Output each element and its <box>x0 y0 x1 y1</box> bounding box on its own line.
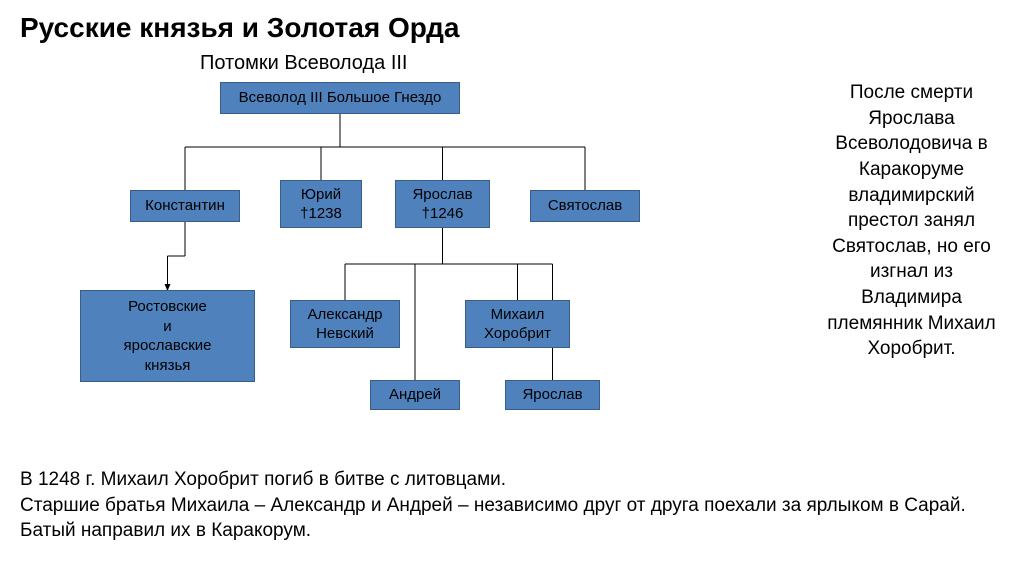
tree-node-root: Всеволод III Большое Гнездо <box>220 82 460 114</box>
tree-node-yaroslav: Ярослав †1246 <box>395 180 490 228</box>
bottom-note: В 1248 г. Михаил Хоробрит погиб в битве … <box>20 467 1004 544</box>
tree-node-rostov: Ростовские и ярославские князья <box>80 290 255 382</box>
subtitle: Потомки Всеволода III <box>200 52 408 75</box>
page-title: Русские князья и Золотая Орда <box>20 12 459 44</box>
tree-node-konstantin: Константин <box>130 190 240 222</box>
side-note: После смерти Ярослава Всеволодовича в Ка… <box>819 80 1004 362</box>
tree-node-khorobrit: Михаил Хоробрит <box>465 300 570 348</box>
tree-node-yuri: Юрий †1238 <box>280 180 362 228</box>
tree-node-nevsky: Александр Невский <box>290 300 400 348</box>
bottom-line-2: Старшие братья Михаила – Александр и Анд… <box>20 493 1004 544</box>
tree-node-andrey: Андрей <box>370 380 460 410</box>
tree-node-yaroslav2: Ярослав <box>505 380 600 410</box>
tree-node-svyatoslav: Святослав <box>530 190 640 222</box>
bottom-line-1: В 1248 г. Михаил Хоробрит погиб в битве … <box>20 467 1004 493</box>
